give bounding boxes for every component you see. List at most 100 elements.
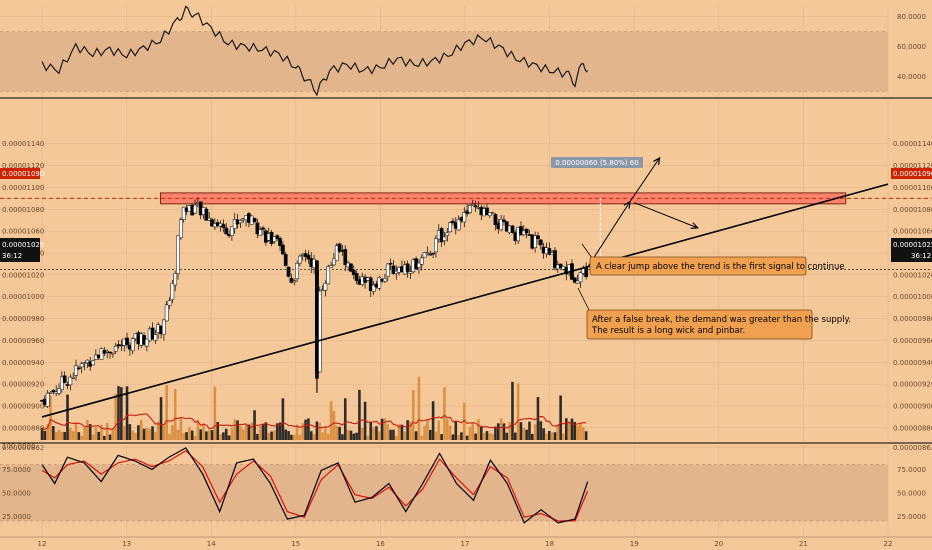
volume-bar (329, 401, 333, 440)
candle-body (295, 263, 299, 280)
projection-arrow-side[interactable] (634, 202, 698, 229)
candle-body (553, 250, 557, 269)
volume-bar (499, 418, 503, 440)
candle-body (485, 207, 489, 216)
candle-body (153, 334, 158, 341)
volume-bar (465, 435, 469, 440)
volume-bar (420, 435, 424, 440)
rsi-panel[interactable]: 80.0000 60.0000 40.0000 (0, 5, 926, 97)
volume-bar (273, 430, 276, 440)
candle-body (113, 346, 118, 352)
stoch-tick-label-right: 25.0000 (897, 513, 926, 521)
volume-bar (301, 423, 305, 440)
volume-bar (562, 433, 565, 440)
price-tick-label-left: 0.00001100 (2, 184, 44, 192)
annotation-trend-jump-box (589, 256, 807, 276)
candle-body (91, 360, 95, 366)
volume-bar (213, 386, 217, 440)
price-tick-label-right: 0.00000980 (893, 315, 932, 323)
volume-bar (426, 419, 429, 440)
candle-body (456, 219, 461, 231)
stoch-tick-label-left: 100.0000 (2, 443, 35, 451)
volume-bar (460, 432, 463, 440)
price-tick-label-left: 0.00000880 (2, 424, 44, 432)
volume-bar (372, 427, 375, 440)
volume-bar (168, 433, 171, 440)
trendline[interactable] (41, 183, 889, 418)
volume-bar (485, 431, 489, 440)
volume-bar (86, 419, 89, 440)
candle-body (422, 252, 427, 258)
volume-bar (125, 386, 129, 440)
candle-body (487, 212, 492, 217)
candle-body (578, 272, 583, 283)
x-tick-label: 20 (714, 540, 723, 548)
price-tick-label-right: 0.00001000 (893, 293, 932, 301)
candle-body (584, 266, 588, 277)
current-price-tag-left-time: 36:12 (2, 252, 22, 260)
price-tick-label-left: 0.00000960 (2, 337, 44, 345)
resistance-zone[interactable] (159, 192, 847, 205)
volume-bar (406, 420, 409, 440)
candle-body (298, 255, 302, 264)
volume-bar (264, 422, 268, 440)
volume-bar (275, 423, 279, 440)
price-panel[interactable]: 0.00000060 (5.80%) 60 A clear jump above… (0, 100, 932, 452)
candle-body (470, 203, 475, 206)
candle-body (575, 280, 580, 284)
volume-bar (247, 424, 251, 440)
stochastic-panel[interactable]: 100.0000 75.0000 75.0000 50.0000 50.0000 25.0… (0, 443, 926, 536)
volume-bar (40, 428, 44, 440)
volume-bar (496, 423, 500, 440)
price-grid (0, 100, 889, 448)
annotation-false-break[interactable]: After a false break, the demand was grea… (577, 287, 851, 340)
arrowhead-up-icon (653, 156, 661, 165)
price-tick-label-right: 0.00000940 (893, 359, 932, 367)
volume-bar (250, 422, 254, 440)
resistance-price-tag-right-box (891, 168, 932, 179)
candle-body (371, 284, 376, 292)
volume-bar (397, 424, 401, 440)
candle-body (442, 236, 447, 241)
candle-body (510, 225, 515, 233)
volume-bar (295, 424, 299, 440)
x-tick-label: 15 (291, 540, 300, 548)
measurement-tag[interactable]: 0.00000060 (5.80%) 60 (551, 157, 643, 168)
candlesticks (40, 197, 588, 408)
candle-body (306, 254, 311, 260)
price-tick-label-right: 0.00000900 (893, 403, 932, 411)
candle-body (425, 252, 430, 254)
candle-body (439, 228, 444, 243)
annotation-trend-jump-text: A clear jump above the trend is the firs… (596, 262, 845, 272)
x-tick-label: 22 (884, 540, 893, 548)
price-tick-label-left: 0.00000940 (2, 359, 44, 367)
candle-body (493, 214, 498, 226)
annotation-trend-jump[interactable]: A clear jump above the trend is the firs… (581, 243, 845, 276)
candle-body (536, 235, 540, 240)
x-tick-label: 19 (630, 540, 639, 548)
candle-body (76, 367, 81, 370)
current-price-tag-left-box (0, 238, 40, 262)
candle-body (388, 262, 393, 265)
time-axis[interactable]: 12 13 14 15 16 17 18 19 20 21 22 (38, 540, 893, 548)
volume-bar (536, 397, 540, 440)
volume-bar (553, 432, 557, 440)
candle-body (558, 263, 563, 269)
price-tick-label-right: 0.00001060 (893, 228, 932, 236)
candle-body (468, 205, 472, 213)
candle-body (323, 282, 328, 291)
candle-body (445, 232, 450, 236)
candle-body (499, 218, 503, 231)
volume-bar (105, 423, 109, 440)
volume-bar (321, 432, 324, 440)
price-tick-label-left: 0.00001060 (2, 228, 44, 236)
price-tick-label-left: 0.00001080 (2, 206, 44, 214)
volume-bar (202, 423, 205, 440)
volume-bar (190, 430, 194, 440)
volume-bar (145, 427, 149, 440)
x-tick-label: 16 (376, 540, 385, 548)
volume-bar (43, 430, 47, 440)
candle-body (99, 348, 104, 360)
volume-bar (335, 425, 339, 440)
